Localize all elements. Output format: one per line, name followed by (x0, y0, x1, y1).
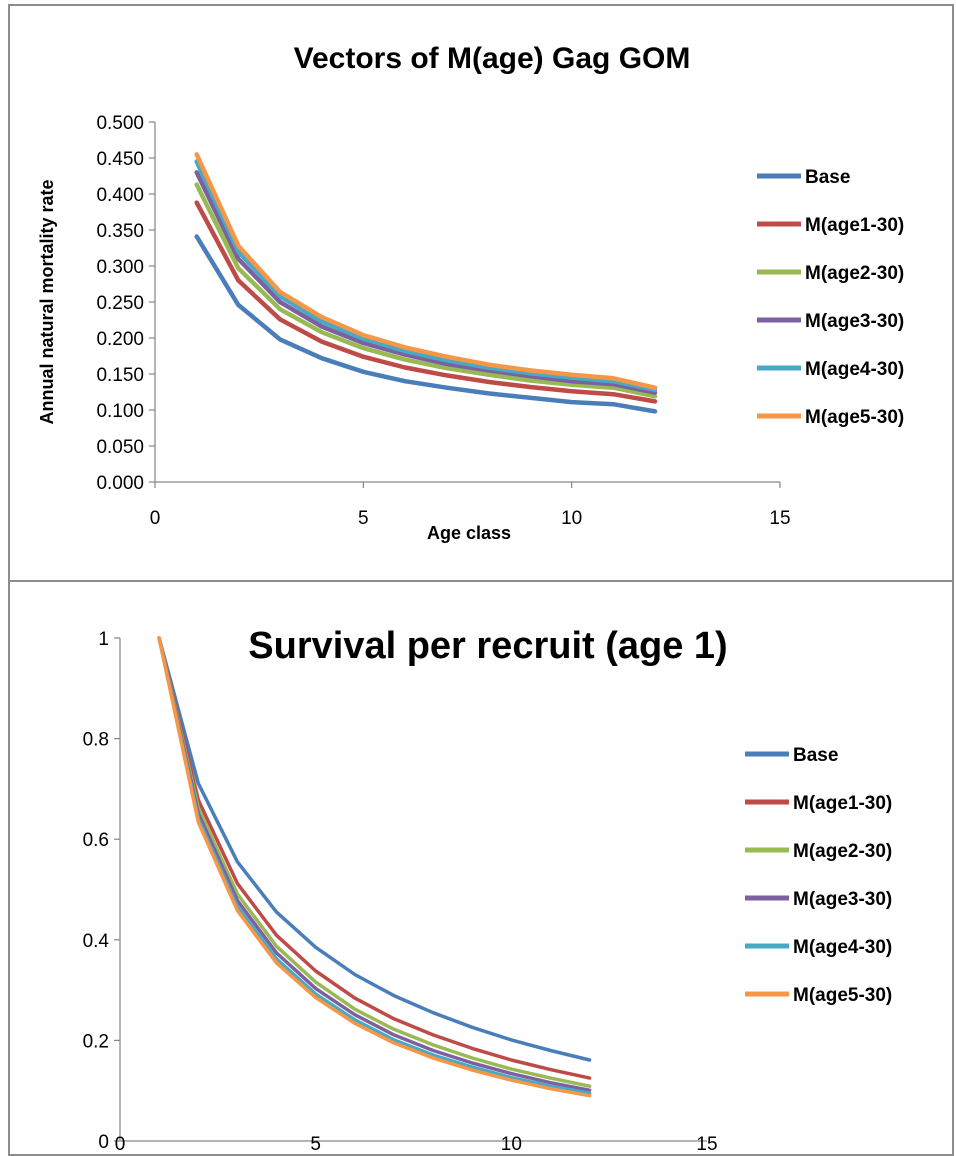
y-tick-label: 0.2 (83, 1031, 109, 1052)
legend-label: Base (805, 167, 850, 188)
y-tick-label: 0.000 (96, 473, 144, 494)
series-line-2 (157, 636, 592, 1080)
y-tick-label: 0.450 (96, 149, 144, 170)
legend-label: M(age3-30) (793, 889, 892, 910)
legend-label: M(age5-30) (805, 407, 904, 428)
y-tick-label: 1 (98, 629, 109, 650)
y-tick-label: 0.6 (83, 830, 109, 851)
legend-label: M(age4-30) (805, 359, 904, 380)
y-tick-label: 0.050 (96, 437, 144, 458)
chart-title: Survival per recruit (age 1) (248, 625, 727, 667)
chart-title: Vectors of M(age) Gag GOM (294, 42, 691, 75)
legend-label: M(age3-30) (805, 311, 904, 332)
x-tick-label: 5 (358, 508, 369, 529)
series-line-3 (194, 182, 658, 399)
y-tick-label: 0.8 (83, 730, 109, 751)
series-line-6 (157, 636, 592, 1098)
y-tick-label: 0.4 (83, 931, 110, 952)
x-axis-label: Age class (427, 523, 511, 543)
x-tick-label: 5 (310, 1134, 321, 1154)
x-tick-label: 10 (561, 508, 582, 529)
y-axis-label: Annual natural mortality rate (37, 179, 57, 424)
legend-label: M(age2-30) (793, 841, 892, 862)
y-tick-label: 0.300 (96, 257, 144, 278)
x-tick-label: 10 (501, 1134, 522, 1154)
survival-chart-panel: Survival per recruit (age 1) 0 0.2 0.4 0.6 0.… (8, 580, 954, 1156)
y-tick-label: 0.250 (96, 293, 144, 314)
mortality-chart: Vectors of M(age) Gag GOM 0.000 0.050 0.100… (37, 42, 904, 543)
y-tick-label: 0.400 (96, 185, 144, 206)
legend-label: M(age1-30) (805, 215, 904, 236)
x-tick-label: 0 (115, 1134, 126, 1154)
mortality-chart-panel: Vectors of M(age) Gag GOM 0.000 0.050 0.100… (8, 4, 954, 582)
series-line-3 (157, 636, 592, 1088)
legend-label: Base (793, 745, 838, 766)
series-line-4 (157, 636, 592, 1092)
y-tick-label: 0.500 (96, 113, 144, 134)
legend-label: M(age4-30) (793, 937, 892, 958)
series-line-6 (194, 152, 658, 390)
series-line-5 (194, 159, 658, 393)
legend-label: M(age2-30) (805, 263, 904, 284)
series-line-2 (194, 200, 658, 404)
y-tick-label: 0 (98, 1132, 109, 1153)
survival-chart: Survival per recruit (age 1) 0 0.2 0.4 0.6 0.… (83, 625, 893, 1154)
y-tick-label: 0.100 (96, 401, 144, 422)
series-line-4 (194, 170, 658, 395)
x-tick-label: 15 (696, 1134, 717, 1154)
series-line-1 (157, 636, 592, 1062)
x-tick-label: 15 (769, 508, 790, 529)
legend-label: M(age5-30) (793, 985, 892, 1006)
series-line-1 (194, 234, 658, 414)
y-tick-label: 0.150 (96, 365, 144, 386)
legend-label: M(age1-30) (793, 793, 892, 814)
y-tick-label: 0.350 (96, 221, 144, 242)
x-tick-label: 0 (150, 508, 161, 529)
y-tick-label: 0.200 (96, 329, 144, 350)
